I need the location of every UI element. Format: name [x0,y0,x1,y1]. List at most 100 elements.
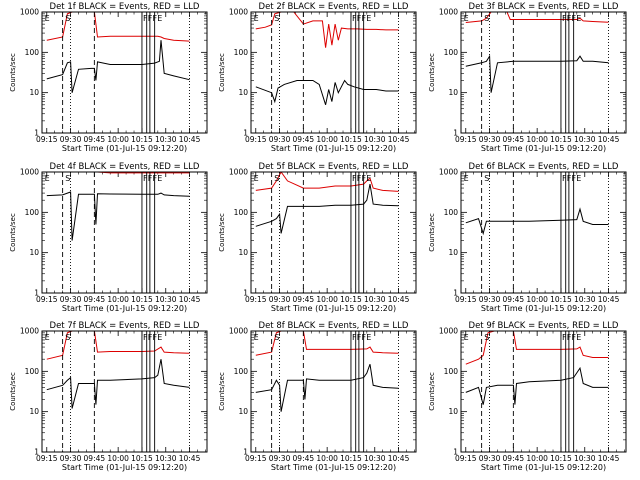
x-tick-label: 10:30 [364,454,386,463]
y-tick-label: 1 [243,129,248,138]
y-tick-label: 1000 [20,327,39,336]
panel-det-8: Det 8f BLACK = Events, RED = LLD Counts/s… [218,321,417,472]
plot-frame [460,171,627,294]
y-axis-label: Counts/sec [428,372,436,411]
series-events-line [46,359,190,409]
marker-flag-label: E [366,333,371,342]
x-tick-label: 09:30 [60,295,82,304]
marker-flag-label: E [576,174,581,183]
series-lld-line [46,172,190,174]
y-tick-label: 1000 [20,8,39,17]
panel-title: Det 2f BLACK = Events, RED = LLD [259,2,409,12]
y-axis-label: Counts/sec [428,213,436,252]
marker-flag-label: E [464,333,469,342]
x-tick-label: 09:30 [269,135,291,144]
y-tick-label: 10 [448,248,458,257]
x-tick-label: 09:45 [293,454,315,463]
marker-flag-label: F [361,333,366,342]
series-events-line [255,184,399,234]
y-tick-label: 10 [448,407,458,416]
x-tick-label: 10:45 [179,135,201,144]
y-tick-label: 100 [234,367,249,376]
marker-flag-label: E [45,174,50,183]
y-tick-label: 10 [29,248,39,257]
panel-title: Det 5f BLACK = Events, RED = LLD [259,162,409,172]
y-tick-label: 10 [238,248,248,257]
x-tick-label: 10:45 [388,454,410,463]
x-tick-label: 09:15 [245,135,267,144]
y-tick-label: 100 [444,367,459,376]
y-axis-label: Counts/sec [218,372,226,411]
plot-frame [41,330,208,453]
x-tick-label: 10:15 [550,295,572,304]
x-tick-label: 10:30 [155,135,177,144]
x-tick-label: 10:30 [364,295,386,304]
panel-det-5: Det 5f BLACK = Events, RED = LLD Counts/s… [218,162,417,313]
marker-flag-label: F [361,174,366,183]
x-tick-label: 10:45 [179,454,201,463]
y-tick-label: 100 [25,48,40,57]
y-axis-label: Counts/sec [9,213,17,252]
marker-flag-label: F [562,333,567,342]
marker-flag-label: F [571,174,576,183]
plot-frame [250,11,417,134]
marker-flag-label: F [152,174,157,183]
y-tick-label: 1 [243,448,248,457]
series-lld-line [465,331,609,365]
x-axis-label: Start Time (01-Jul-15 09:12:20) [481,144,606,153]
x-tick-label: 10:15 [340,135,362,144]
x-tick-label: 09:30 [269,454,291,463]
marker-flag-label: F [148,14,153,23]
series-events-line [465,207,609,236]
x-tick-label: 10:45 [598,135,620,144]
x-axis-label: Start Time (01-Jul-15 09:12:20) [271,304,396,313]
marker-flag-label: F [571,14,576,23]
marker-flag-label: E [464,174,469,183]
x-tick-label: 10:45 [598,454,620,463]
marker-flag-label: S [65,174,70,183]
plot-frame [41,171,208,294]
y-axis-label: Counts/sec [9,372,17,411]
x-tick-label: 10:00 [107,135,129,144]
marker-flag-label: S [274,14,279,23]
x-tick-label: 10:30 [155,454,177,463]
x-tick-label: 09:45 [293,135,315,144]
series-events-line [46,191,190,241]
x-tick-label: 10:00 [526,135,548,144]
y-tick-label: 1000 [439,327,458,336]
marker-flag-label: F [571,333,576,342]
y-axis-label: Counts/sec [218,213,226,252]
series-events-line [465,366,609,405]
marker-flag-label: E [45,333,50,342]
plot-frame [460,330,627,453]
x-tick-label: 09:45 [84,135,106,144]
series-lld-line [255,331,399,356]
panel-title: Det 1f BLACK = Events, RED = LLD [50,2,200,12]
y-tick-label: 1 [34,129,39,138]
y-tick-label: 100 [234,48,249,57]
marker-flag-label: E [464,14,469,23]
marker-flag-label: F [143,14,148,23]
panel-title: Det 4f BLACK = Events, RED = LLD [50,162,200,172]
x-tick-label: 10:15 [131,454,153,463]
panel-det-3: Det 3f BLACK = Events, RED = LLD Counts/s… [428,2,627,153]
marker-flag-label: F [567,333,572,342]
x-tick-label: 10:45 [598,295,620,304]
x-tick-label: 10:00 [316,454,338,463]
marker-flag-label: E [254,333,259,342]
x-tick-label: 09:15 [455,135,477,144]
marker-flag-label: F [143,333,148,342]
y-axis-label: Counts/sec [218,53,226,92]
x-tick-label: 09:15 [455,295,477,304]
panel-title: Det 9f BLACK = Events, RED = LLD [469,321,619,331]
x-tick-label: 09:45 [84,454,106,463]
x-tick-label: 10:30 [155,295,177,304]
y-tick-label: 1 [453,448,458,457]
y-tick-label: 1 [453,129,458,138]
marker-flag-label: F [352,174,357,183]
series-events-line [255,79,399,105]
marker-flag-label: E [254,14,259,23]
y-axis-label: Counts/sec [9,53,17,92]
y-tick-label: 100 [444,48,459,57]
